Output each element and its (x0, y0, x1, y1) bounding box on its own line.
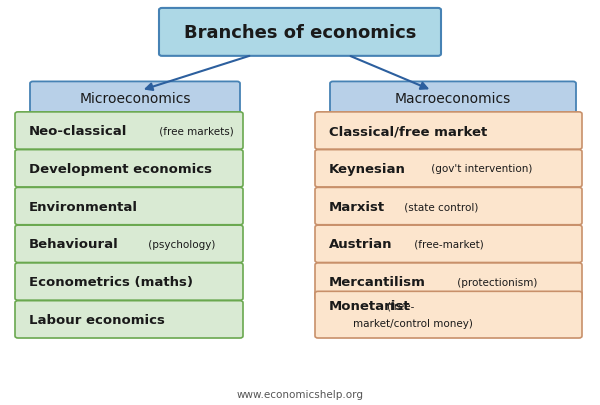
Text: Labour economics: Labour economics (29, 313, 164, 326)
Text: Macroeconomics: Macroeconomics (395, 92, 511, 106)
FancyBboxPatch shape (315, 263, 582, 301)
Text: Monetarist: Monetarist (329, 299, 410, 313)
Text: Branches of economics: Branches of economics (184, 24, 416, 42)
FancyBboxPatch shape (315, 188, 582, 225)
Text: (gov't intervention): (gov't intervention) (428, 164, 532, 174)
Text: Environmental: Environmental (29, 200, 138, 213)
FancyBboxPatch shape (159, 9, 441, 57)
FancyBboxPatch shape (315, 113, 582, 150)
FancyBboxPatch shape (15, 150, 243, 188)
FancyBboxPatch shape (15, 263, 243, 301)
FancyBboxPatch shape (315, 292, 582, 338)
Text: Behavioural: Behavioural (29, 238, 119, 251)
FancyBboxPatch shape (330, 82, 576, 115)
FancyBboxPatch shape (15, 301, 243, 338)
FancyBboxPatch shape (15, 113, 243, 150)
Text: Classical/free market: Classical/free market (329, 125, 487, 138)
Text: Keynesian: Keynesian (329, 162, 406, 175)
Text: www.economicshelp.org: www.economicshelp.org (236, 389, 364, 399)
FancyBboxPatch shape (15, 188, 243, 225)
Text: market/control money): market/control money) (353, 318, 473, 328)
Text: (state control): (state control) (401, 202, 479, 211)
Text: Marxist: Marxist (329, 200, 385, 213)
Text: Econometrics (maths): Econometrics (maths) (29, 275, 193, 288)
Text: Neo-classical: Neo-classical (29, 125, 127, 138)
Text: (psychology): (psychology) (145, 239, 215, 249)
Text: (free markets): (free markets) (156, 126, 233, 136)
Text: Development economics: Development economics (29, 162, 212, 175)
FancyBboxPatch shape (30, 82, 240, 115)
Text: Microeconomics: Microeconomics (79, 92, 191, 106)
FancyBboxPatch shape (15, 226, 243, 263)
Text: Austrian: Austrian (329, 238, 392, 251)
FancyBboxPatch shape (315, 150, 582, 188)
Text: (free-market): (free-market) (411, 239, 484, 249)
Text: Mercantilism: Mercantilism (329, 275, 425, 288)
Text: (free-: (free- (386, 301, 414, 311)
FancyBboxPatch shape (315, 226, 582, 263)
Text: (protectionism): (protectionism) (454, 277, 537, 287)
